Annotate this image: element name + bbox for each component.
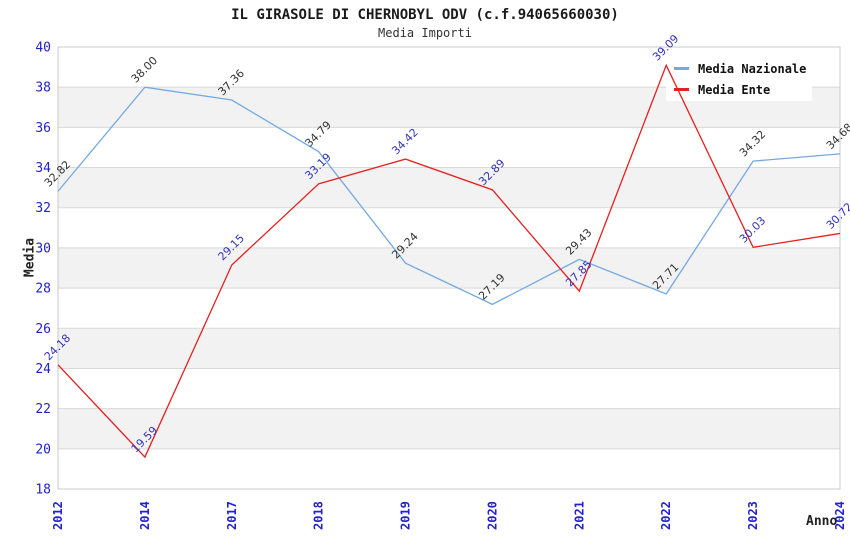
x-tick-label: 2022 xyxy=(659,501,673,530)
legend-item-media-nazionale: Media Nazionale xyxy=(666,58,812,79)
y-tick-label: 26 xyxy=(35,322,51,337)
gridlines xyxy=(58,86,840,450)
chart-title: IL GIRASOLE DI CHERNOBYL ODV (c.f.940656… xyxy=(231,7,619,23)
series-lines xyxy=(57,63,841,459)
x-tick-label: 2014 xyxy=(138,501,152,530)
y-tick-label: 32 xyxy=(35,201,51,216)
value-label: 34.32 xyxy=(737,128,768,159)
value-label: 38.00 xyxy=(129,54,160,85)
legend-swatch-media-nazionale xyxy=(674,67,689,70)
line-media-nazionale xyxy=(57,86,841,306)
x-tick-label: 2021 xyxy=(572,501,586,530)
y-tick-label: 34 xyxy=(35,161,51,176)
y-tick-label: 36 xyxy=(35,121,51,136)
y-tick-label: 38 xyxy=(35,81,51,96)
y-axis-title: Media xyxy=(22,237,38,278)
y-tick-labels: 18 20 22 24 26 28 30 32 34 36 38 40 xyxy=(35,41,51,498)
background-bands xyxy=(58,87,840,449)
x-tick-label: 2023 xyxy=(746,501,760,530)
y-tick-label: 24 xyxy=(35,362,51,377)
legend: Media Nazionale Media Ente xyxy=(666,58,812,100)
x-tick-label: 2024 xyxy=(833,501,847,530)
y-tick-label: 22 xyxy=(35,402,51,417)
legend-item-media-ente: Media Ente xyxy=(666,79,812,100)
line-media-ente xyxy=(57,63,841,459)
legend-swatch-media-ente xyxy=(674,88,689,91)
value-label: 34.42 xyxy=(389,126,420,157)
plot-frame xyxy=(57,46,841,490)
x-tick-label: 2018 xyxy=(312,501,326,530)
x-tick-label: 2020 xyxy=(485,501,499,530)
y-tick-label: 18 xyxy=(35,483,51,498)
x-tick-labels: 2012 2014 2017 2018 2019 2020 2021 2022 2023 2024 xyxy=(51,501,847,530)
x-tick-label: 2019 xyxy=(399,501,413,530)
y-tick-label: 28 xyxy=(35,282,51,297)
y-tick-label: 20 xyxy=(35,442,51,457)
legend-label-media-nazionale: Media Nazionale xyxy=(698,61,807,76)
legend-label-media-ente: Media Ente xyxy=(698,82,771,97)
legend-background xyxy=(666,57,812,101)
value-label: 30.03 xyxy=(737,214,768,245)
x-axis-title: Anno xyxy=(806,514,838,529)
y-tick-label: 30 xyxy=(35,241,51,256)
x-tick-label: 2017 xyxy=(225,501,239,530)
x-tick-label: 2012 xyxy=(51,501,65,530)
chart-subtitle: Media Importi xyxy=(378,26,472,40)
y-tick-label: 40 xyxy=(35,41,51,56)
